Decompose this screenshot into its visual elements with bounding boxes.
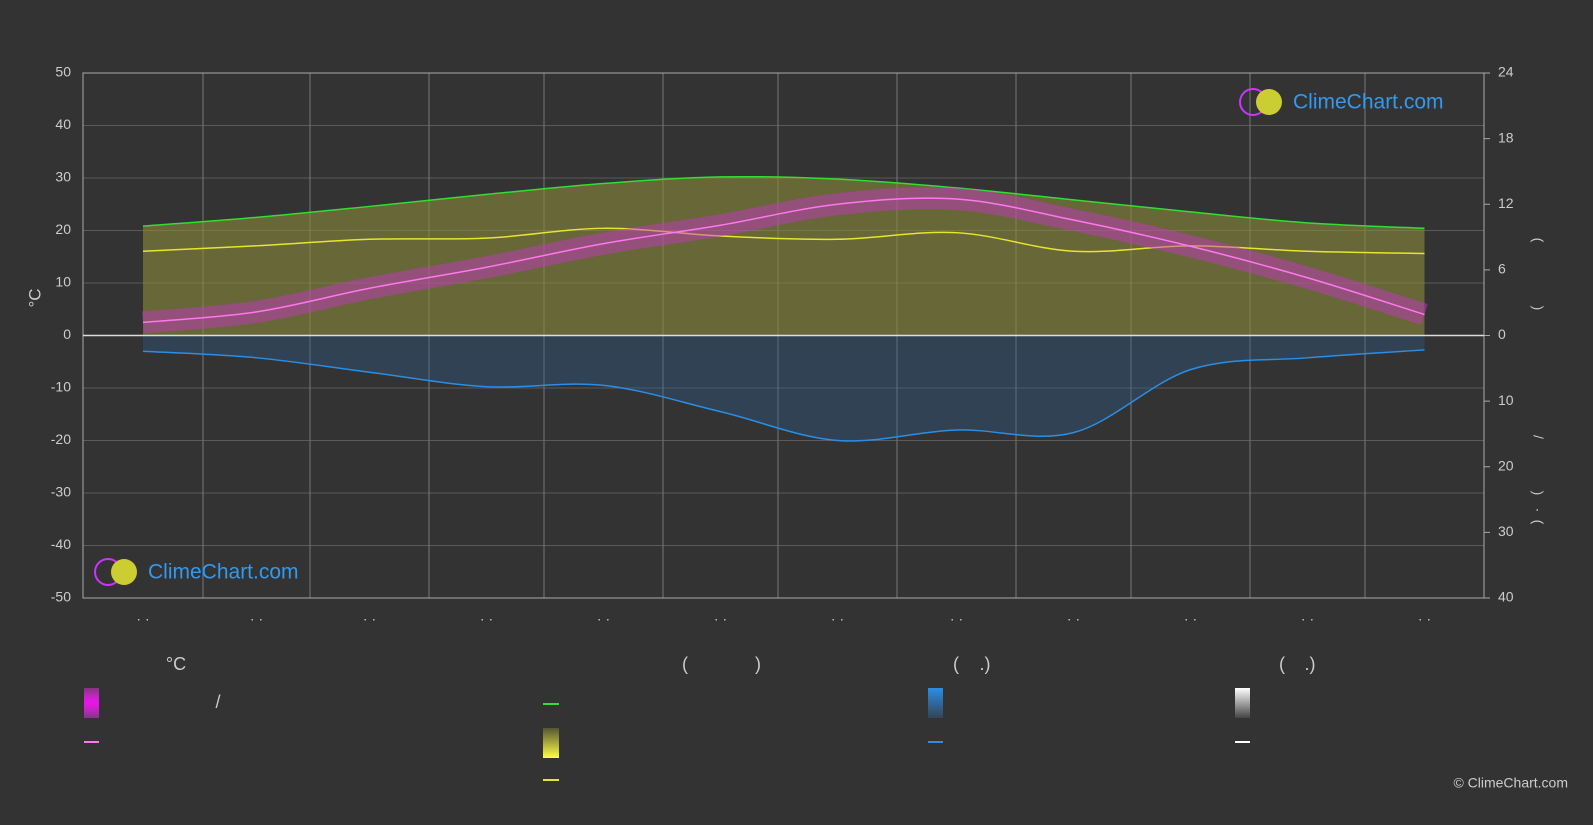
legend-text: °C: [166, 654, 186, 674]
x-tick-label: · ·: [363, 611, 376, 627]
x-tick-label: · ·: [1301, 611, 1314, 627]
logo: ClimeChart.com: [148, 561, 299, 584]
y-tick-label: 30: [55, 169, 71, 185]
daylight-line: [142, 175, 1425, 230]
precipitation-line: [142, 349, 1425, 442]
y-tick-label: 20: [55, 221, 71, 237]
y2-tick-label: 18: [1498, 129, 1514, 145]
y2-tick-label: 6: [1498, 261, 1506, 277]
legend-text: ): [755, 654, 761, 674]
y-tick-label: 10: [55, 274, 71, 290]
x-tick-label: · ·: [950, 611, 963, 627]
temperature-line: [142, 197, 1425, 324]
legend-text: .): [1305, 654, 1316, 674]
y2-tick-label: 12: [1498, 195, 1514, 211]
y2-tick-label: 0: [1498, 326, 1506, 342]
x-tick-label: · ·: [1067, 611, 1080, 627]
logo-sun: [1256, 89, 1282, 115]
copyright: © ClimeChart.com: [1453, 775, 1568, 791]
x-tick-label: · ·: [1184, 611, 1197, 627]
daylight-area: [143, 176, 1425, 336]
y2-label-part: (: [1530, 520, 1546, 525]
legend-text: /: [215, 692, 220, 712]
y2-label-part: ): [1530, 306, 1546, 311]
y3-tick-label: 20: [1498, 457, 1514, 473]
legend-swatches: [84, 688, 1250, 781]
x-tick-label: · ·: [831, 611, 844, 627]
y-tick-label: -20: [51, 431, 71, 447]
swatch: [1235, 688, 1250, 718]
logo: ClimeChart.com: [1293, 91, 1444, 114]
x-tick-label: · ·: [480, 611, 493, 627]
x-tick-label: · ·: [597, 611, 610, 627]
precipitation-area: [143, 335, 1425, 441]
y2-label-part: /: [1530, 435, 1546, 439]
y-axis-label: °C: [25, 288, 44, 307]
x-tick-label: · ·: [250, 611, 263, 627]
y2-tick-label: 24: [1498, 64, 1514, 80]
y-tick-label: 40: [55, 116, 71, 132]
x-tick-label: · ·: [714, 611, 727, 627]
y3-tick-label: 40: [1498, 589, 1514, 605]
legend-text: (: [1279, 654, 1285, 674]
swatch: [928, 688, 943, 718]
legend-text: (: [682, 654, 688, 674]
y-tick-label: -10: [51, 379, 71, 395]
y-tick-label: -30: [51, 484, 71, 500]
sunshine-line: [142, 227, 1425, 255]
y3-tick-label: 10: [1498, 392, 1514, 408]
y2-label-part: (: [1530, 238, 1546, 243]
y-tick-label: -40: [51, 536, 71, 552]
y-tick-label: 0: [63, 326, 71, 342]
logo-sun: [111, 559, 137, 585]
y-tick-label: 50: [55, 64, 71, 80]
y-tick-label: -50: [51, 589, 71, 605]
x-tick-label: · ·: [136, 611, 149, 627]
legend-text: (: [953, 654, 959, 674]
y3-tick-label: 30: [1498, 523, 1514, 539]
x-tick-label: · ·: [1418, 611, 1431, 627]
legend-text: .): [980, 654, 991, 674]
y2-label-part: ): [1530, 491, 1546, 496]
y2-label-part: ·: [1530, 508, 1546, 513]
swatch: [84, 688, 99, 718]
swatch: [543, 728, 559, 758]
